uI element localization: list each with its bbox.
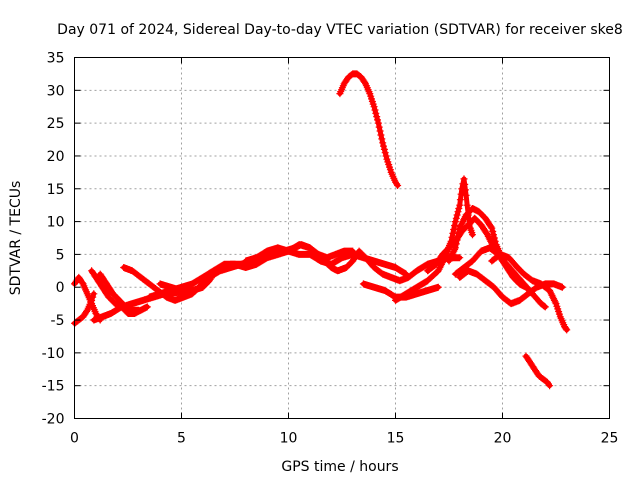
plot-frame bbox=[74, 57, 610, 419]
y-tick-label: 10 bbox=[47, 215, 65, 231]
series-s19 bbox=[488, 250, 571, 334]
series-s16 bbox=[445, 205, 504, 265]
y-tick-label: 0 bbox=[56, 280, 65, 296]
y-tick-label: 20 bbox=[47, 149, 65, 165]
x-tick-label: 15 bbox=[387, 431, 405, 447]
y-tick-label: 30 bbox=[47, 83, 65, 99]
x-axis-label: GPS time / hours bbox=[281, 459, 398, 475]
chart-title: Day 071 of 2024, Sidereal Day-to-day VTE… bbox=[57, 22, 623, 38]
x-tick-label: 5 bbox=[177, 431, 186, 447]
axes: 0 5 10 15 20 25 -20 -15 -10 -5 0 5 10 15 20 25 30 35 bbox=[42, 51, 619, 447]
y-tick-label: 35 bbox=[47, 51, 65, 67]
data-series bbox=[71, 70, 571, 390]
plus-markers bbox=[96, 270, 143, 314]
x-tick-label: 25 bbox=[601, 431, 619, 447]
plus-markers bbox=[488, 250, 571, 334]
y-tick-label: 25 bbox=[47, 116, 65, 132]
plus-markers bbox=[445, 205, 504, 265]
y-tick-label: -15 bbox=[42, 379, 65, 395]
series-s17 bbox=[451, 244, 549, 311]
x-tick-label: 20 bbox=[494, 431, 512, 447]
series-s20 bbox=[522, 352, 554, 390]
series-s14 bbox=[392, 175, 476, 304]
plus-markers bbox=[392, 175, 476, 304]
y-tick-label: -10 bbox=[42, 346, 65, 362]
series-s12 bbox=[336, 70, 402, 189]
y-axis-label: SDTVAR / TECUs bbox=[8, 181, 24, 296]
y-tick-label: -20 bbox=[42, 412, 65, 428]
plus-markers bbox=[451, 244, 549, 311]
x-tick-label: 0 bbox=[70, 431, 79, 447]
plus-markers bbox=[522, 352, 554, 390]
series-s5 bbox=[96, 270, 143, 314]
y-tick-label: 15 bbox=[47, 182, 65, 198]
y-tick-label: 5 bbox=[56, 247, 65, 263]
plus-markers bbox=[336, 70, 402, 189]
x-tick-label: 10 bbox=[280, 431, 298, 447]
y-tick-label: -5 bbox=[51, 313, 65, 329]
